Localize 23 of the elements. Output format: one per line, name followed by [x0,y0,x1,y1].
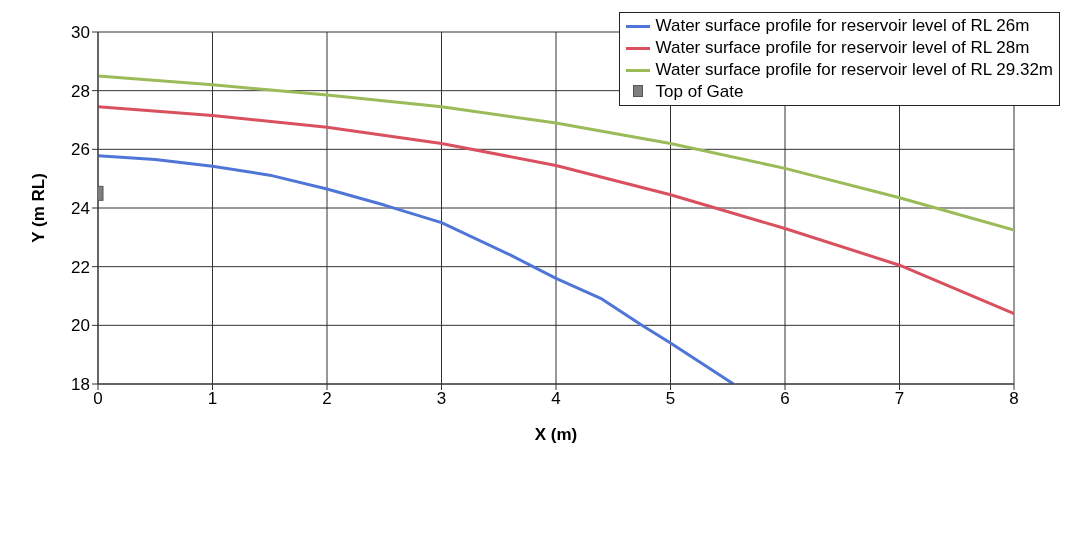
line-series [98,154,735,384]
y-tick-label: 22 [71,257,90,277]
y-tick-label: 30 [71,23,90,43]
y-tick-label: 20 [71,316,90,336]
x-tick-label: 4 [551,389,561,409]
legend-label: Water surface profile for reservoir level of RL 26m [655,15,1030,37]
y-tick-label: 24 [71,199,90,219]
y-tick-label: 28 [71,81,90,101]
x-tick-label: 8 [1009,389,1019,409]
x-axis-title: X (m) [534,425,578,444]
x-tick-label: 0 [93,389,103,409]
x-tick-label: 2 [322,389,332,409]
x-tick-label: 6 [780,389,790,409]
y-axis-title: Y (m RL) [29,173,49,243]
legend-label: Top of Gate [655,81,744,103]
legend-label: Water surface profile for reservoir level of RL 28m [655,37,1030,59]
y-tick-label: 26 [71,140,90,160]
y-tick-label: 18 [71,375,90,395]
x-tick-label: 3 [436,389,447,409]
legend-label: Water surface profile for reservoir level of RL 29.32m [655,59,1053,81]
x-tick-label: 1 [207,389,218,409]
x-tick-label: 7 [894,389,905,409]
x-tick-label: 5 [665,389,676,409]
